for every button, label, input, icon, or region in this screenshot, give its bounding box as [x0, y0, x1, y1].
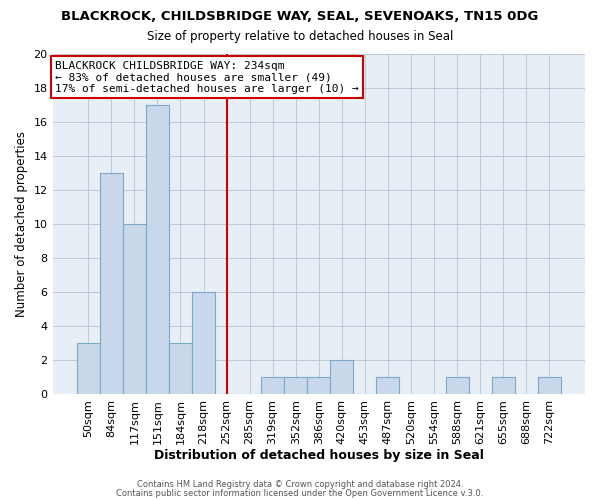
Text: BLACKROCK, CHILDSBRIDGE WAY, SEAL, SEVENOAKS, TN15 0DG: BLACKROCK, CHILDSBRIDGE WAY, SEAL, SEVEN…	[61, 10, 539, 23]
Text: Contains public sector information licensed under the Open Government Licence v.: Contains public sector information licen…	[116, 488, 484, 498]
Bar	[538, 377, 561, 394]
Bar	[261, 377, 284, 394]
Bar	[146, 105, 169, 394]
Bar	[376, 377, 400, 394]
Bar	[77, 343, 100, 394]
Bar	[123, 224, 146, 394]
Y-axis label: Number of detached properties: Number of detached properties	[15, 131, 28, 317]
Bar	[491, 377, 515, 394]
Bar	[330, 360, 353, 394]
Bar	[169, 343, 192, 394]
Bar	[446, 377, 469, 394]
Bar	[284, 377, 307, 394]
X-axis label: Distribution of detached houses by size in Seal: Distribution of detached houses by size …	[154, 450, 484, 462]
Text: BLACKROCK CHILDSBRIDGE WAY: 234sqm
← 83% of detached houses are smaller (49)
17%: BLACKROCK CHILDSBRIDGE WAY: 234sqm ← 83%…	[55, 61, 359, 94]
Bar	[192, 292, 215, 394]
Bar	[100, 173, 123, 394]
Text: Contains HM Land Registry data © Crown copyright and database right 2024.: Contains HM Land Registry data © Crown c…	[137, 480, 463, 489]
Text: Size of property relative to detached houses in Seal: Size of property relative to detached ho…	[147, 30, 453, 43]
Bar	[307, 377, 330, 394]
